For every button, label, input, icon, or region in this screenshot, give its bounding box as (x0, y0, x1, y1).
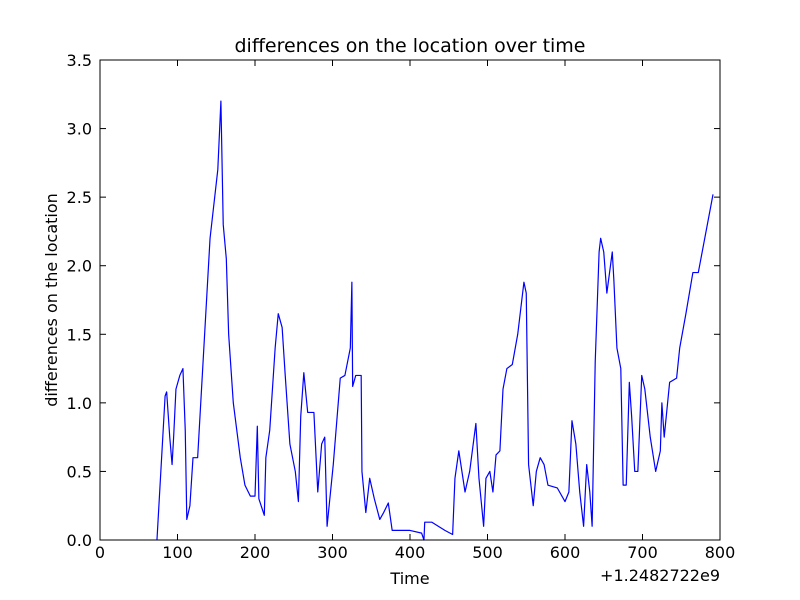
y-tick-label: 0.5 (67, 462, 92, 481)
x-tick-label: 700 (627, 543, 658, 562)
y-tick-label: 0.0 (67, 531, 92, 550)
x-tick-label: 200 (240, 543, 271, 562)
y-tick-label: 3.5 (67, 51, 92, 70)
x-tick-label: 300 (317, 543, 348, 562)
x-tick-label: 100 (162, 543, 193, 562)
y-tick-label: 1.5 (67, 325, 92, 344)
x-tick-label: 0 (95, 543, 105, 562)
y-tick-label: 1.0 (67, 394, 92, 413)
y-axis-label: differences on the location (42, 193, 61, 407)
y-tick-label: 2.0 (67, 257, 92, 276)
x-tick-label: 600 (550, 543, 581, 562)
y-tick-label: 2.5 (67, 188, 92, 207)
chart-title: differences on the location over time (234, 35, 585, 57)
plot-frame (99, 59, 721, 541)
y-tick-label: 3.0 (67, 120, 92, 139)
x-tick-label: 400 (395, 543, 426, 562)
x-offset-label: +1.2482722e9 (600, 566, 720, 585)
x-tick-label: 800 (705, 543, 736, 562)
data-line (156, 100, 714, 541)
x-tick-label: 500 (472, 543, 503, 562)
x-axis-label: Time (389, 569, 429, 588)
